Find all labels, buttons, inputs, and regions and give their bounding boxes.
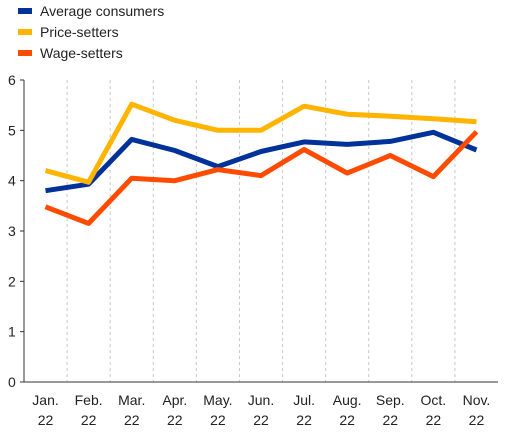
y-tick-label: 2 [8,273,16,289]
y-tick-label: 4 [8,173,16,189]
tick-labels: 0 1 2 3 4 5 6 Jan. 22 Feb. 22 Mar. 22 Apr. 22 May. 22 Jun… [8,72,490,428]
x-tick-label: Apr. [162,392,187,408]
x-tick-label: 22 [469,412,485,428]
x-tick-label: 22 [167,412,183,428]
series-line [44,101,477,185]
series-group [44,101,479,226]
x-tick-label: Jul. [293,392,315,408]
x-tick-label: Sep. [376,392,405,408]
legend-swatch [18,29,32,35]
x-tick-label: 22 [426,412,442,428]
x-tick-label: May. [203,392,232,408]
legend-swatch [18,50,32,56]
y-tick-label: 3 [8,223,16,239]
y-tick-label: 1 [8,324,16,340]
legend-label: Average consumers [40,3,164,19]
x-tick-label: 22 [296,412,312,428]
y-tick-label: 0 [8,374,16,390]
y-tick-label: 5 [8,122,16,138]
x-tick-label: 22 [124,412,140,428]
y-tick-label: 6 [8,72,16,88]
x-tick-label: 22 [38,412,54,428]
x-tick-label: 22 [382,412,398,428]
legend: Average consumers Price-setters Wage-sette… [18,3,164,61]
grid [66,80,456,382]
x-tick-label: 22 [210,412,226,428]
series-line [44,130,479,226]
x-tick-label: Aug. [333,392,362,408]
x-tick-label: 22 [253,412,269,428]
x-tick-label: 22 [81,412,97,428]
x-tick-label: Mar. [118,392,145,408]
legend-label: Wage-setters [40,45,123,61]
legend-swatch [18,8,32,14]
x-tick-label: Oct. [421,392,447,408]
x-tick-label: Nov. [463,392,491,408]
x-tick-label: Feb. [75,392,103,408]
x-tick-label: Jan. [32,392,58,408]
legend-label: Price-setters [40,24,119,40]
x-tick-label: 22 [339,412,355,428]
series-line [45,129,478,194]
x-tick-label: Jun. [248,392,274,408]
axes [23,80,498,383]
